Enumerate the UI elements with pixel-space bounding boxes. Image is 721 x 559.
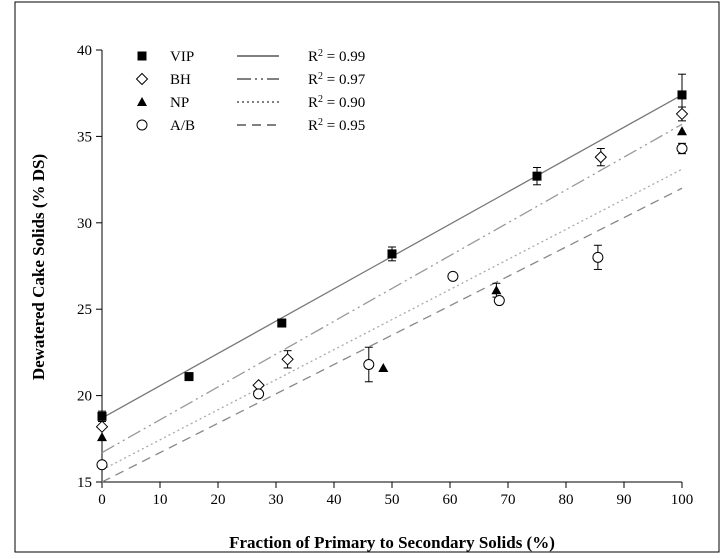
- data-point: [677, 126, 687, 136]
- y-tick-label: 40: [77, 43, 92, 59]
- data-point: [493, 295, 505, 307]
- data-point: [136, 119, 148, 131]
- data-point: [97, 432, 107, 442]
- legend-r2-label: R2 = 0.90: [308, 94, 365, 112]
- data-point: [675, 107, 689, 121]
- x-tick-label: 70: [501, 492, 516, 508]
- x-tick-label: 50: [385, 492, 400, 508]
- y-tick-label: 30: [77, 216, 92, 232]
- legend: VIP R2 = 0.99 BH R2 = 0.97 NP R2 = 0.90 A/B R2 …: [135, 48, 366, 135]
- data-point: [592, 251, 604, 263]
- data-point: [137, 51, 147, 61]
- data-point: [363, 358, 375, 370]
- y-tick-label: 20: [77, 389, 92, 405]
- data-point: [676, 142, 688, 154]
- data-point: [184, 372, 194, 382]
- y-tick-label: 25: [77, 302, 92, 318]
- data-point: [96, 459, 108, 471]
- regression-line: [101, 187, 683, 483]
- data-point: [277, 318, 287, 328]
- regression-line: [101, 123, 683, 454]
- x-tick-label: 20: [211, 492, 226, 508]
- data-point: [594, 150, 608, 164]
- x-tick-label: 40: [327, 492, 342, 508]
- data-point: [532, 171, 542, 181]
- axes: 0 10 20 30 40 50 60 70 80 90 100 15 20 25 30 35 40: [77, 43, 693, 508]
- y-tick-label: 15: [77, 475, 92, 491]
- legend-r2-label: R2 = 0.95: [308, 117, 365, 135]
- data-point: [387, 249, 397, 259]
- x-tick-label: 80: [559, 492, 574, 508]
- x-tick-label: 10: [153, 492, 168, 508]
- data-point: [253, 388, 265, 400]
- data-point: [491, 285, 502, 295]
- data-point: [677, 90, 687, 100]
- data-point: [135, 72, 149, 86]
- x-tick-label: 60: [443, 492, 458, 508]
- legend-series-name: A/B: [170, 118, 195, 134]
- legend-r2-label: R2 = 0.97: [308, 71, 366, 89]
- legend-series-name: VIP: [170, 49, 194, 65]
- data-point: [137, 97, 147, 106]
- data-point: [281, 353, 294, 366]
- y-tick-label: 35: [77, 129, 92, 145]
- x-tick-label: 30: [269, 492, 284, 508]
- regression-line: [101, 168, 683, 471]
- data-points: [95, 73, 689, 471]
- data-point: [97, 411, 107, 421]
- chart-frame: [14, 1, 720, 553]
- legend-series-name: BH: [170, 72, 191, 88]
- x-tick-label: 90: [617, 492, 632, 508]
- x-tick-label: 0: [98, 492, 106, 508]
- legend-series-name: NP: [170, 95, 189, 111]
- legend-r2-label: R2 = 0.99: [308, 48, 365, 66]
- x-axis-title: Fraction of Primary to Secondary Solids …: [229, 533, 555, 552]
- x-tick-label: 100: [671, 492, 694, 508]
- data-point: [447, 270, 459, 282]
- y-axis-title: Dewatered Cake Solids (% DS): [29, 154, 48, 380]
- data-point: [378, 362, 389, 372]
